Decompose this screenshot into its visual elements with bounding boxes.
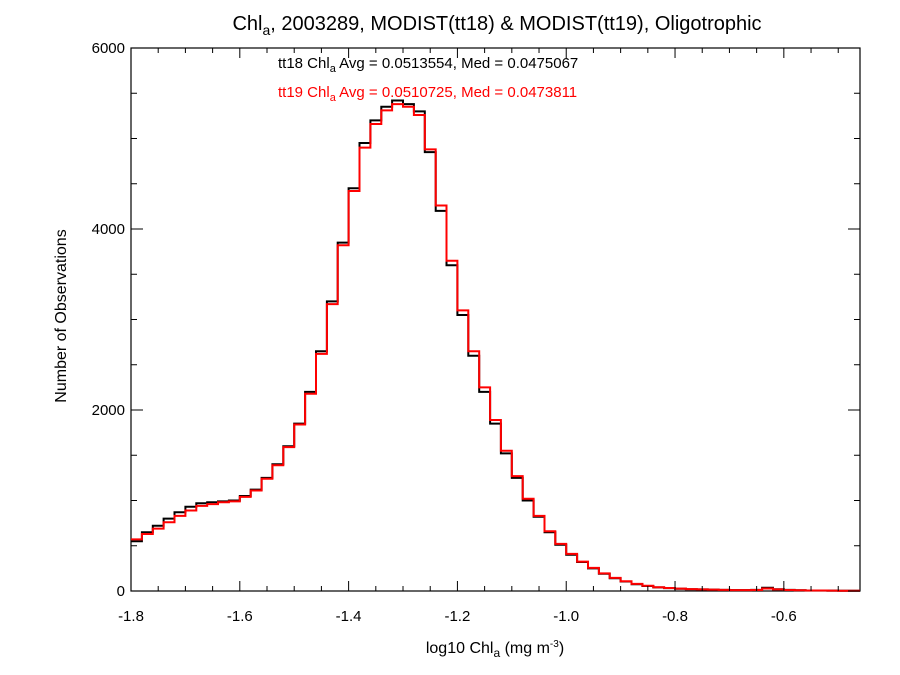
annotation-tt18-suffix: Avg = 0.0513554, Med = 0.0475067 xyxy=(336,55,578,72)
series-group xyxy=(131,99,860,592)
x-tick-label: -0.8 xyxy=(662,608,688,625)
x-axis-label-prefix: log10 Chl xyxy=(426,640,494,657)
y-tick-label: 4000 xyxy=(92,221,125,238)
annotation-tt19-prefix: tt19 Chl xyxy=(278,84,330,101)
tick-labels-group: -1.8 -1.6 -1.4 -1.2 -1.0 -0.8 -0.6 0 2000 4000 600… xyxy=(92,40,797,625)
x-tick-label: -1.0 xyxy=(553,608,579,625)
y-axis-label: Number of Observations xyxy=(53,229,70,402)
x-axis-label-mid: (mg m xyxy=(500,640,550,657)
chart-title: Chla, 2003289, MODIST(tt18) & MODIST(tt1… xyxy=(232,13,761,38)
annotation-tt18: tt18 Chla Avg = 0.0513554, Med = 0.04750… xyxy=(278,55,578,75)
y-tick-label: 6000 xyxy=(92,40,125,57)
x-axis-label-superscript: -3 xyxy=(550,639,559,650)
x-axis-label-subscript: a xyxy=(493,646,500,660)
annotation-tt18-prefix: tt18 Chl xyxy=(278,55,330,72)
x-tick-label: -0.6 xyxy=(771,608,797,625)
x-tick-label: -1.6 xyxy=(227,608,253,625)
plot-frame xyxy=(130,47,861,592)
annotation-tt18-subscript: a xyxy=(330,63,337,75)
y-tick-label: 0 xyxy=(117,583,125,600)
x-tick-label: -1.8 xyxy=(118,608,144,625)
annotation-tt19: tt19 Chla Avg = 0.0510725, Med = 0.04738… xyxy=(278,84,577,104)
annotation-tt19-suffix: Avg = 0.0510725, Med = 0.0473811 xyxy=(336,84,577,101)
x-tick-label: -1.4 xyxy=(336,608,362,625)
y-tick-label: 2000 xyxy=(92,402,125,419)
x-axis-label: log10 Chla (mg m-3) xyxy=(426,639,564,660)
x-tick-label: -1.2 xyxy=(444,608,470,625)
x-axis-label-suffix: ) xyxy=(559,640,564,657)
series-line-tt18 xyxy=(131,99,860,592)
series-line-tt19 xyxy=(131,103,860,592)
chart-title-prefix: Chl xyxy=(232,13,262,35)
chart-title-subscript: a xyxy=(262,22,270,38)
chart-title-suffix: , 2003289, MODIST(tt18) & MODIST(tt19), … xyxy=(270,13,761,35)
ticks-group xyxy=(130,47,860,592)
annotation-tt19-subscript: a xyxy=(330,92,337,104)
